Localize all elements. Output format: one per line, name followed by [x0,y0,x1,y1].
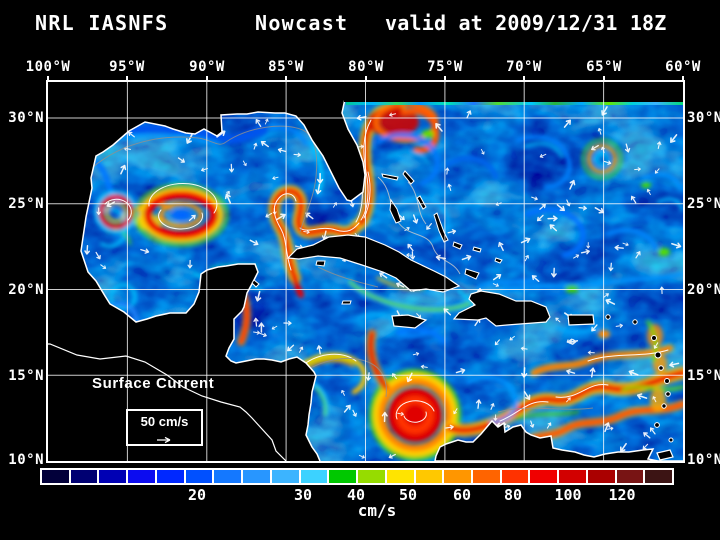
page-title-valid-time: valid at 2009/12/31 18Z [385,11,667,35]
reference-vector-box: 50 cm/s [126,409,203,446]
lon-label: 60°W [665,59,701,75]
graticule-layer [48,82,683,461]
colorbar-units-label: cm/s [357,501,397,520]
colorbar-tick-label: 80 [503,486,523,504]
lon-label: 80°W [348,59,384,75]
bathymetry-contours-layer [92,125,594,413]
surface-current-map [48,82,683,461]
reference-vector-arrow-icon [156,436,170,444]
reference-vector-value: 50 cm/s [140,414,189,429]
colorbar-cell [386,470,414,483]
lat-label: 15°N [687,368,720,384]
axis-tick [523,76,525,82]
colorbar [40,468,674,485]
page-title-product: Nowcast [255,11,349,35]
colorbar-tick-label: 50 [398,486,418,504]
axis-tick [444,76,446,82]
colorbar-tick-label: 40 [346,486,366,504]
colorbar-cell [645,470,673,483]
lat-label: 20°N [687,282,720,298]
axis-tick [682,76,684,82]
colorbar-cell [587,470,615,483]
lat-label: 15°N [8,368,44,384]
puerto-rico-island [567,314,595,326]
colorbar-tick-label: 30 [293,486,313,504]
field-label: Surface Current [92,375,215,392]
colorbar-cell [473,470,500,483]
colorbar-tick-label: 100 [554,486,582,504]
map-frame-border [46,80,685,463]
colorbar-tick-label: 120 [608,486,636,504]
lat-label: 30°N [8,110,44,126]
gulf-caribbean-coastline [80,82,366,461]
colorbar-cell [99,470,127,483]
colorbar-cell [300,470,328,483]
colorbar-cell [530,470,558,483]
lat-label: 10°N [8,452,44,468]
colorbar-tick-label: 20 [187,486,207,504]
colorbar-cell [42,470,69,483]
hispaniola-island [452,290,551,327]
colorbar-cell [616,470,644,483]
jamaica-island [391,314,428,329]
axis-tick [285,76,287,82]
axis-tick [126,76,128,82]
colorbar-cell [185,470,213,483]
colorbar-cell [271,470,299,483]
colorbar-cell [128,470,155,483]
lon-label: 65°W [586,59,622,75]
colorbar-tick-label: 60 [452,486,472,504]
colorbar-cell [358,470,385,483]
colorbar-cell [329,470,357,483]
colorbar-cell [156,470,184,483]
colorbar-cell [444,470,472,483]
lat-label: 20°N [8,282,44,298]
south-america-land [434,419,683,461]
lon-label: 70°W [506,59,542,75]
axis-tick [365,76,367,82]
lat-label: 10°N [687,452,720,468]
colorbar-cell [70,470,98,483]
lon-label: 75°W [427,59,463,75]
pacific-coastline [48,343,287,461]
colorbar-cell [243,470,270,483]
axis-tick [603,76,605,82]
lon-label: 90°W [189,59,225,75]
cuba-island [286,234,461,293]
colorbar-cell [501,470,529,483]
axis-tick [206,76,208,82]
lon-label: 95°W [109,59,145,75]
lat-label: 30°N [687,110,720,126]
page-title-model: NRL IASNFS [35,11,169,35]
lat-label: 25°N [8,196,44,212]
axis-tick [47,76,49,82]
lesser-antilles-islands [605,314,674,443]
colorbar-cell [559,470,586,483]
colorbar-cell [415,470,443,483]
colorbar-cell [214,470,242,483]
domain-boundary [344,82,683,105]
lat-label: 25°N [687,196,720,212]
trinidad-island [656,449,674,461]
lon-label: 100°W [25,59,71,75]
lon-label: 85°W [268,59,304,75]
